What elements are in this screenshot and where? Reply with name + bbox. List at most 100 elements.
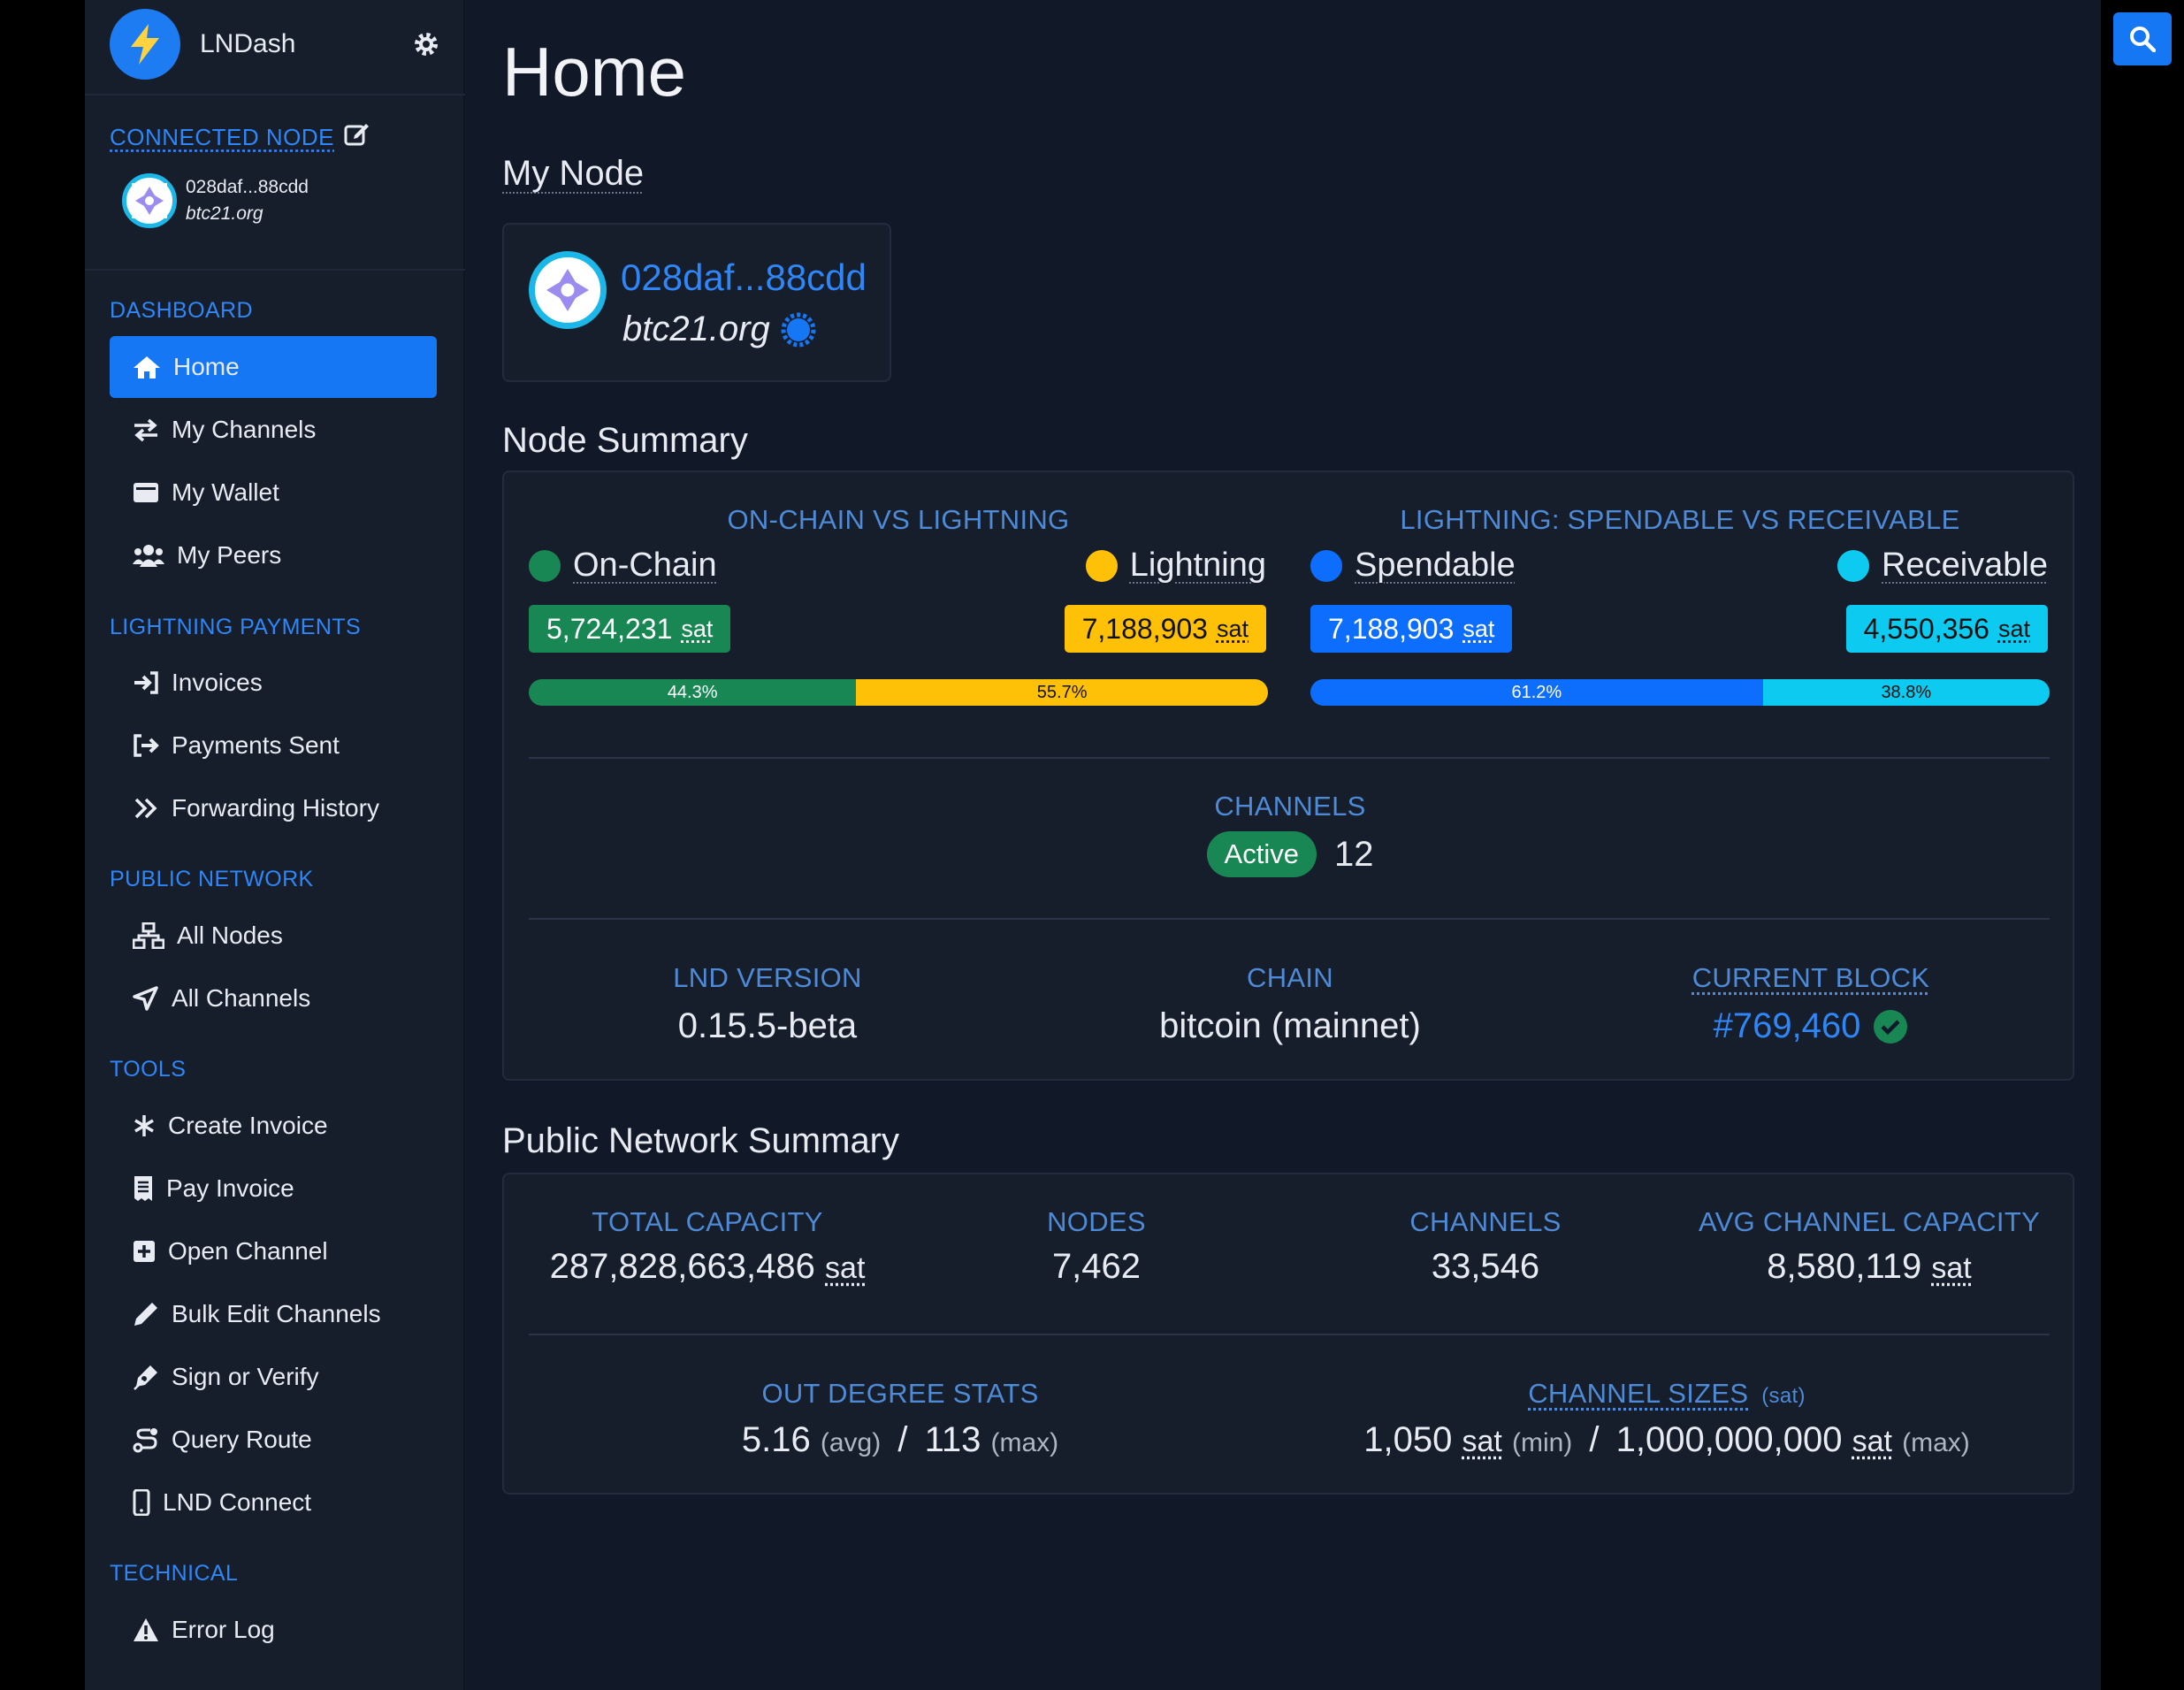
channel-sizes-caption[interactable]: CHANNEL SIZES (1528, 1378, 1749, 1409)
channel-size-max: 1,000,000,000 (1615, 1420, 1843, 1459)
connected-alias: btc21.org (186, 203, 263, 224)
node-avatar (122, 173, 177, 228)
network-channels-caption: CHANNELS (1409, 1206, 1562, 1237)
my-node-heading[interactable]: My Node (502, 154, 645, 193)
brand-name: LNDash (200, 29, 296, 58)
warning-icon (134, 1618, 158, 1641)
nav-forwarding-history[interactable]: Forwarding History (110, 777, 437, 839)
nav-create-invoice[interactable]: Create Invoice (110, 1095, 437, 1157)
sign-out-icon (134, 734, 159, 757)
nav-lnd-connect[interactable]: LND Connect (110, 1472, 437, 1533)
nav-query-route[interactable]: Query Route (110, 1409, 437, 1471)
nav-my-wallet-label: My Wallet (172, 478, 279, 506)
send-icon (133, 986, 158, 1011)
nav-my-peers-label: My Peers (177, 541, 282, 569)
nav-payments-sent[interactable]: Payments Sent (110, 715, 437, 776)
section-tools: TOOLS (110, 1057, 187, 1082)
nav-pay-invoice-label: Pay Invoice (166, 1174, 294, 1202)
sat-unit[interactable]: sat (1462, 615, 1495, 642)
nav-error-log[interactable]: Error Log (110, 1599, 437, 1661)
max-tag: (max) (990, 1428, 1059, 1457)
lnd-version-caption: LND VERSION (673, 962, 862, 993)
nav-my-channels[interactable]: My Channels (110, 399, 437, 461)
receivable-label: Receivable (1882, 547, 2048, 584)
connected-pubkey: 028daf...88cdd (186, 177, 309, 197)
nav-my-peers[interactable]: My Peers (110, 524, 437, 586)
sat-unit[interactable]: sat (1931, 1251, 1972, 1285)
sat-unit[interactable]: sat (825, 1251, 866, 1285)
nav-my-wallet[interactable]: My Wallet (110, 462, 437, 524)
sat-unit[interactable]: sat (1216, 615, 1249, 642)
node-summary-heading: Node Summary (502, 421, 748, 460)
legend-spendable[interactable]: Spendable (1310, 547, 1516, 585)
active-channels-badge[interactable]: Active (1206, 831, 1317, 877)
out-degree-avg: 5.16 (741, 1420, 811, 1459)
onchain-lightning-progress: 44.3% 55.7% (529, 679, 1268, 706)
current-block-link[interactable]: #769,460 (1713, 1006, 1861, 1045)
section-public-network: PUBLIC NETWORK (110, 867, 314, 891)
onchain-dot-icon (529, 549, 561, 582)
sat-unit[interactable]: sat (1462, 1425, 1502, 1458)
nav-payments-sent-label: Payments Sent (172, 731, 340, 759)
public-network-card: TOTAL CAPACITY 287,828,663,486 sat NODES… (502, 1173, 2074, 1495)
receipt-icon (134, 1176, 152, 1201)
home-icon (134, 356, 160, 379)
nav-bulk-edit-channels[interactable]: Bulk Edit Channels (110, 1283, 437, 1345)
route-icon (133, 1428, 157, 1453)
sidebar: LNDash CONNECTED NODE 028daf...88cdd btc… (85, 0, 465, 1690)
receivable-dot-icon (1837, 549, 1869, 582)
verified-badge-icon (781, 312, 816, 347)
connected-node[interactable]: 028daf...88cdd btc21.org (122, 173, 309, 228)
edit-icon[interactable] (343, 120, 370, 147)
avg-channel-capacity-value: 8,580,119 (1767, 1247, 1922, 1286)
min-tag: (min) (1511, 1428, 1573, 1457)
nodes-value: 7,462 (1051, 1247, 1142, 1286)
search-button[interactable] (2113, 12, 2172, 65)
receivable-value: 4,550,356 (1863, 612, 1989, 645)
search-icon (2130, 27, 2156, 52)
asterisk-icon (134, 1115, 154, 1136)
nav-pay-invoice[interactable]: Pay Invoice (110, 1158, 437, 1220)
legend-onchain[interactable]: On-Chain (529, 547, 717, 585)
gear-icon[interactable] (412, 30, 440, 58)
nav-all-channels[interactable]: All Channels (110, 967, 437, 1029)
plus-square-icon (134, 1241, 155, 1262)
sat-unit[interactable]: sat (1997, 615, 2030, 642)
node-alias: btc21.org (622, 310, 770, 348)
connected-node-label[interactable]: CONNECTED NODE (110, 124, 335, 150)
nav-my-channels-label: My Channels (172, 416, 317, 443)
receivable-progress-segment: 38.8% (1762, 679, 2050, 706)
current-block-caption[interactable]: CURRENT BLOCK (1691, 962, 1930, 993)
sat-unit[interactable]: sat (1852, 1425, 1892, 1458)
nav-invoices[interactable]: Invoices (110, 652, 437, 714)
channel-sizes-unit: (sat) (1761, 1384, 1806, 1408)
nav-error-log-label: Error Log (172, 1616, 275, 1643)
network-icon (133, 922, 164, 949)
nav-all-nodes[interactable]: All Nodes (110, 905, 437, 967)
nav-all-nodes-label: All Nodes (177, 921, 283, 949)
lightning-label: Lightning (1129, 547, 1266, 584)
out-degree-max: 113 (924, 1420, 981, 1459)
onchain-balance-badge: 5,724,231 sat (529, 605, 731, 653)
channels-caption: CHANNELS (1214, 791, 1366, 822)
legend-receivable[interactable]: Receivable (1837, 547, 2048, 585)
lightning-value: 7,188,903 (1081, 612, 1208, 645)
mobile-icon (133, 1489, 150, 1516)
brand[interactable]: LNDash (110, 9, 446, 80)
chain-caption: CHAIN (1247, 962, 1333, 993)
receivable-balance-badge: 4,550,356 sat (1845, 605, 2048, 653)
onchain-progress-segment: 44.3% (529, 679, 857, 706)
sign-in-icon (134, 671, 158, 694)
nav-home[interactable]: Home (110, 336, 437, 398)
nav-all-channels-label: All Channels (172, 984, 311, 1012)
nav-open-channel-label: Open Channel (168, 1237, 328, 1265)
nav-open-channel[interactable]: Open Channel (110, 1220, 437, 1282)
network-channels-value: 33,546 (1431, 1247, 1540, 1286)
nav-sign-verify[interactable]: Sign or Verify (110, 1346, 437, 1408)
sat-unit[interactable]: sat (681, 615, 714, 642)
node-pubkey-link[interactable]: 028daf...88cdd (621, 256, 867, 298)
lightning-balance-badge: 7,188,903 sat (1064, 605, 1266, 653)
exchange-icon (134, 418, 157, 442)
public-network-heading: Public Network Summary (502, 1121, 900, 1160)
legend-lightning[interactable]: Lightning (1085, 547, 1266, 585)
